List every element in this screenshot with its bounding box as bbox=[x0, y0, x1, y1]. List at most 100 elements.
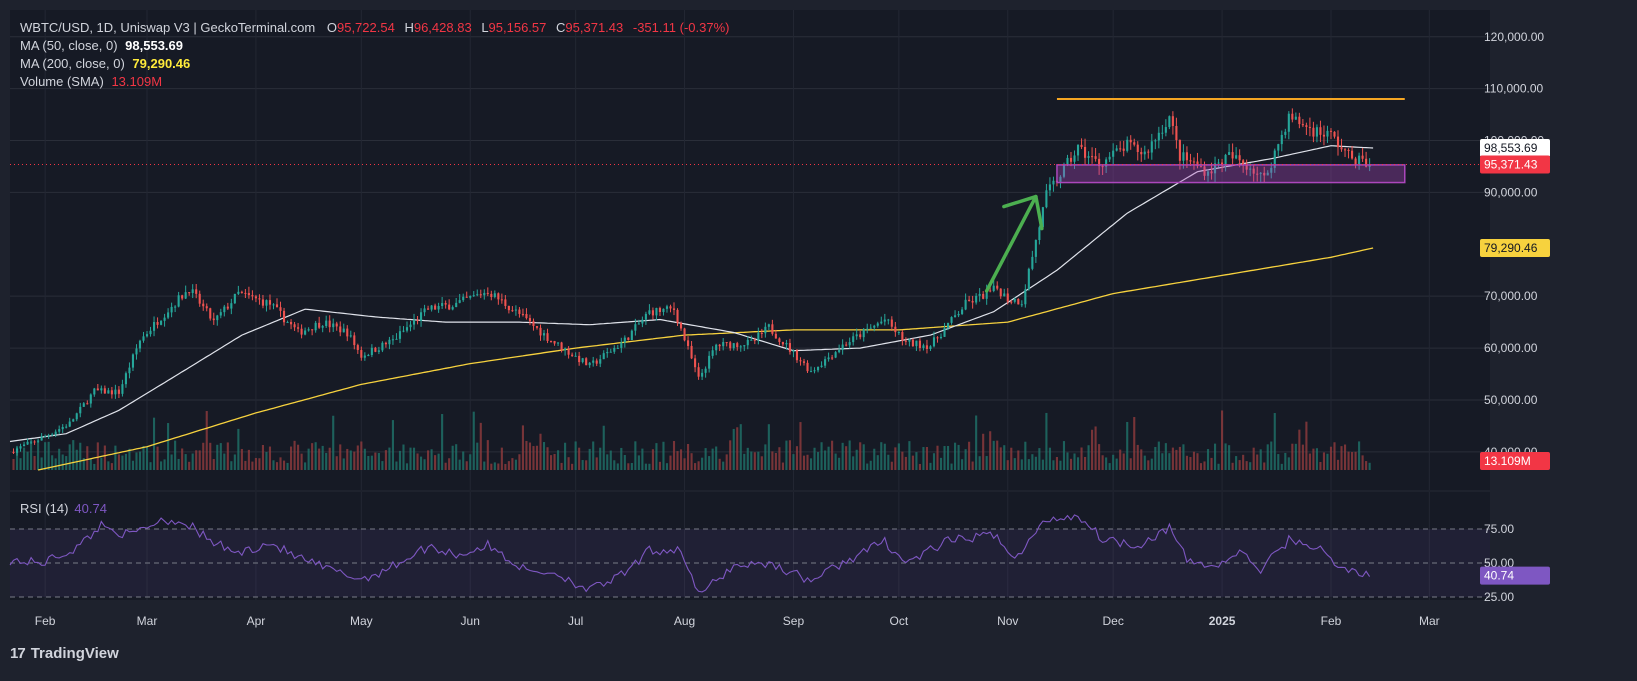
footer[interactable]: 17 TradingView bbox=[10, 645, 119, 662]
candle-body bbox=[866, 328, 869, 330]
candle-body bbox=[332, 323, 335, 328]
volume-bar bbox=[195, 450, 198, 470]
candle-body bbox=[486, 292, 489, 294]
volume-bar bbox=[1017, 450, 1020, 470]
volume-bar bbox=[1154, 446, 1157, 470]
volume-bar bbox=[1322, 452, 1326, 470]
volume-bar bbox=[1038, 448, 1041, 470]
y-axis[interactable]: 120,000.00110,000.00100,000.0090,000.007… bbox=[1484, 30, 1544, 604]
ma50-legend-row[interactable]: MA (50, close, 0) 98,553.69 bbox=[20, 37, 729, 55]
candle-body bbox=[1301, 124, 1304, 126]
candle-body bbox=[992, 285, 995, 291]
volume-bar bbox=[918, 463, 921, 470]
candle-body bbox=[1080, 144, 1083, 147]
candle-body bbox=[325, 320, 328, 327]
close-value: 95,371.43 bbox=[565, 20, 624, 35]
volume-bar bbox=[1069, 458, 1073, 470]
volume-bar bbox=[715, 446, 718, 470]
candle-body bbox=[1231, 152, 1234, 159]
candle-body bbox=[1059, 176, 1062, 182]
volume-bar bbox=[110, 463, 113, 470]
candle-body bbox=[852, 336, 855, 343]
volume-bar bbox=[251, 461, 254, 470]
candle-body bbox=[170, 306, 173, 313]
volume-bar bbox=[416, 453, 419, 470]
candle-body bbox=[1343, 149, 1347, 151]
candle-body bbox=[419, 312, 423, 321]
volume-bar bbox=[395, 461, 398, 470]
candle-body bbox=[395, 338, 398, 340]
volume-bar bbox=[795, 446, 799, 470]
candle-body bbox=[1322, 134, 1326, 137]
candle-body bbox=[1315, 127, 1318, 137]
volume-bar bbox=[978, 456, 981, 470]
volume-bar bbox=[785, 440, 788, 470]
candle-body bbox=[1333, 131, 1336, 137]
volume-bar bbox=[507, 461, 510, 470]
volume-legend-row[interactable]: Volume (SMA) 13.109M bbox=[20, 73, 729, 91]
candle-body bbox=[827, 357, 830, 360]
candle-body bbox=[595, 360, 598, 364]
candle-body bbox=[887, 319, 890, 321]
candle-body bbox=[1154, 140, 1157, 142]
volume-bar bbox=[890, 461, 893, 470]
price-pane[interactable] bbox=[10, 10, 1490, 490]
candle-body bbox=[957, 313, 960, 316]
candle-body bbox=[1164, 127, 1167, 133]
candle-body bbox=[448, 304, 451, 310]
x-axis[interactable]: Feb Mar Apr May Jun Jul Aug Sep Oct Nov Dec 2025 Feb… bbox=[35, 614, 1440, 628]
candle-body bbox=[816, 366, 820, 371]
candle-body bbox=[1224, 154, 1227, 166]
volume-bar bbox=[641, 448, 644, 470]
volume-bar bbox=[1062, 441, 1066, 470]
volume-bar bbox=[609, 450, 612, 470]
candle-body bbox=[1034, 240, 1037, 257]
candle-body bbox=[1196, 161, 1199, 167]
candle-body bbox=[511, 310, 514, 312]
volume-bar bbox=[1213, 443, 1217, 470]
volume-bar bbox=[950, 463, 953, 470]
candle-body bbox=[427, 308, 430, 310]
rsi-pane[interactable] bbox=[10, 492, 1490, 600]
x-tick-label: Sep bbox=[783, 614, 805, 628]
candle-body bbox=[131, 354, 135, 368]
volume-bar bbox=[479, 422, 482, 470]
volume-bar bbox=[901, 451, 904, 470]
rsi-legend-value: 40.74 bbox=[74, 501, 107, 516]
volume-bar bbox=[1298, 429, 1301, 470]
symbol-title[interactable]: WBTC/USD, 1D, Uniswap V3 | GeckoTerminal… bbox=[20, 20, 316, 35]
volume-bar bbox=[729, 440, 732, 470]
ma200-legend-row[interactable]: MA (200, close, 0) 79,290.46 bbox=[20, 55, 729, 73]
candle-body bbox=[311, 329, 314, 331]
volume-bar bbox=[1210, 457, 1213, 470]
volume-bar bbox=[455, 444, 458, 470]
grid bbox=[10, 10, 1490, 600]
candle-body bbox=[880, 321, 883, 324]
rsi-legend[interactable]: RSI (14) 40.74 bbox=[20, 501, 107, 516]
candle-body bbox=[1308, 126, 1311, 128]
candle-body bbox=[1287, 113, 1290, 132]
candle-body bbox=[722, 342, 725, 347]
volume-bar bbox=[290, 446, 293, 470]
volume-bar bbox=[1091, 429, 1094, 470]
candle-body bbox=[831, 357, 834, 359]
volume-bar bbox=[816, 452, 820, 470]
candle-body bbox=[1143, 151, 1146, 155]
volume-bar bbox=[1094, 426, 1097, 470]
volume-bar bbox=[40, 457, 43, 470]
candle-body bbox=[1249, 168, 1252, 170]
volume-bar bbox=[1052, 460, 1055, 470]
candle-body bbox=[1006, 293, 1009, 302]
volume-bar bbox=[412, 447, 416, 470]
volume-bar bbox=[1020, 459, 1023, 470]
volume-bar bbox=[648, 463, 651, 470]
candle-body bbox=[370, 347, 373, 355]
candle-body bbox=[1027, 268, 1030, 290]
candle-body bbox=[961, 309, 964, 314]
volume-bar bbox=[339, 444, 342, 470]
volume-bar bbox=[961, 459, 964, 470]
rsi-group bbox=[9, 514, 1490, 598]
x-tick-label: Mar bbox=[1419, 614, 1440, 628]
